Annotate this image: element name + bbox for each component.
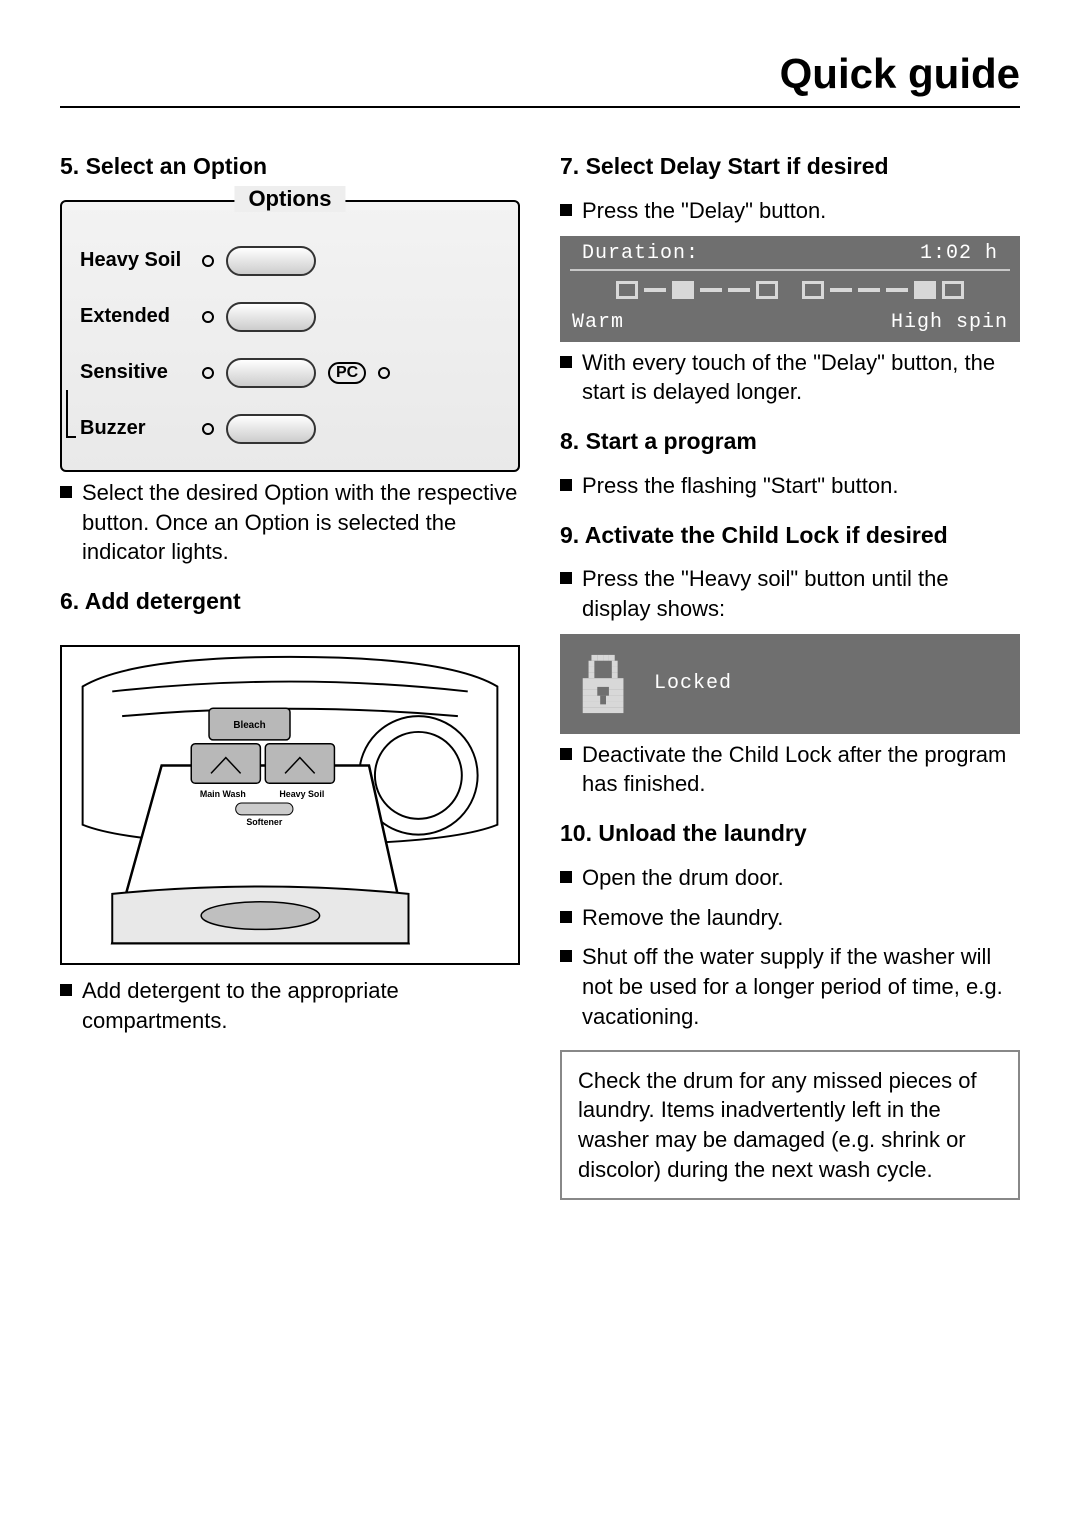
lcd-spin: High spin: [891, 311, 1008, 334]
bullet-icon: [60, 984, 72, 996]
bullet-icon: [560, 871, 572, 883]
step-7-heading: 7. Select Delay Start if desired: [560, 152, 1020, 182]
step-5-bullet: Select the desired Option with the respe…: [60, 478, 520, 567]
bullet-text: Remove the laundry.: [582, 903, 1020, 933]
option-sensitive: Sensitive PC: [80, 358, 500, 388]
lcd-locked-text: Locked: [654, 672, 732, 695]
lcd-top-row: Duration: 1:02 h: [570, 236, 1010, 271]
bullet-icon: [560, 204, 572, 216]
lcd-temp: Warm: [572, 311, 624, 334]
bullet-icon: [560, 356, 572, 368]
bullet-text: With every touch of the "Delay" button, …: [582, 348, 1020, 407]
lcd-segment: [700, 288, 722, 292]
bullet-icon: [560, 950, 572, 962]
bullet-text: Press the flashing "Start" button.: [582, 471, 1020, 501]
heavysoil-label: Heavy Soil: [279, 789, 324, 799]
step-6-bullet: Add detergent to the appropriate compart…: [60, 976, 520, 1035]
bullet-text: Shut off the water supply if the washer …: [582, 942, 1020, 1031]
bullet-text: Deactivate the Child Lock after the prog…: [582, 740, 1020, 799]
step-5-heading: 5. Select an Option: [60, 152, 520, 182]
led-icon: [202, 367, 214, 379]
lcd-progress-bars: [560, 271, 1020, 309]
option-button[interactable]: [226, 246, 316, 276]
step-10-bullet-1: Open the drum door.: [560, 863, 1020, 893]
step-10-bullet-2: Remove the laundry.: [560, 903, 1020, 933]
pc-badge: PC: [328, 362, 366, 384]
step-9-heading: 9. Activate the Child Lock if desired: [560, 521, 1020, 551]
bullet-icon: [560, 911, 572, 923]
lcd-duration-value: 1:02 h: [920, 242, 998, 265]
lcd-bottom-row: Warm High spin: [560, 309, 1020, 342]
bullet-text: Press the "Delay" button.: [582, 196, 1020, 226]
led-icon: [202, 423, 214, 435]
detergent-drawer-diagram: Bleach Main Wash Heavy Soil Softener: [60, 645, 520, 965]
page: Quick guide 5. Select an Option Options …: [0, 0, 1080, 1260]
lcd-segment: [644, 288, 666, 292]
mainwash-label: Main Wash: [200, 789, 246, 799]
lcd-segment: [830, 288, 852, 292]
lcd-segment: [914, 281, 936, 299]
options-legend: Options: [234, 186, 345, 212]
lcd-segment: [616, 281, 638, 299]
step-8-heading: 8. Start a program: [560, 427, 1020, 457]
bullet-icon: [60, 486, 72, 498]
page-title: Quick guide: [60, 50, 1020, 108]
option-heavy-soil: Heavy Soil: [80, 246, 500, 276]
option-label-buzzer: Buzzer: [80, 417, 190, 440]
lcd-segment: [784, 281, 796, 299]
left-column: 5. Select an Option Options Heavy Soil E…: [60, 132, 520, 1200]
option-label-extended: Extended: [80, 305, 190, 328]
lcd-segment: [942, 281, 964, 299]
delay-lcd-display: Duration: 1:02 h Warm High spin: [560, 236, 1020, 342]
bullet-icon: [560, 479, 572, 491]
step-9-bullet-2: Deactivate the Child Lock after the prog…: [560, 740, 1020, 799]
bullet-text: Select the desired Option with the respe…: [82, 478, 520, 567]
lcd-segment: [802, 281, 824, 299]
corner-line-icon: [66, 390, 76, 438]
bullet-icon: [560, 748, 572, 760]
step-6-heading: 6. Add detergent: [60, 587, 520, 617]
right-column: 7. Select Delay Start if desired Press t…: [560, 132, 1020, 1200]
lcd-segment: [886, 288, 908, 292]
softener-label: Softener: [246, 817, 283, 827]
bullet-text: Press the "Heavy soil" button until the …: [582, 564, 1020, 623]
option-label-heavy-soil: Heavy Soil: [80, 249, 190, 272]
step-9-bullet-1: Press the "Heavy soil" button until the …: [560, 564, 1020, 623]
lcd-segment: [858, 288, 880, 292]
options-panel: Options Heavy Soil Extended Sensitive PC: [60, 200, 520, 472]
content-columns: 5. Select an Option Options Heavy Soil E…: [60, 132, 1020, 1200]
option-button[interactable]: [226, 414, 316, 444]
option-buzzer: Buzzer: [80, 414, 500, 444]
bullet-text: Open the drum door.: [582, 863, 1020, 893]
drum-check-note: Check the drum for any missed pieces of …: [560, 1050, 1020, 1201]
option-button[interactable]: [226, 358, 316, 388]
bullet-icon: [560, 572, 572, 584]
step-7-bullet-1: Press the "Delay" button.: [560, 196, 1020, 226]
step-7-bullet-2: With every touch of the "Delay" button, …: [560, 348, 1020, 407]
bleach-label: Bleach: [233, 720, 265, 731]
lcd-segment: [672, 281, 694, 299]
led-icon: [378, 367, 390, 379]
step-10-heading: 10. Unload the laundry: [560, 819, 1020, 849]
lcd-duration-label: Duration:: [582, 242, 699, 265]
locked-lcd-display: Locked: [560, 634, 1020, 734]
lcd-segment: [728, 288, 750, 292]
bullet-text: Add detergent to the appropriate compart…: [82, 976, 520, 1035]
step-10-bullet-3: Shut off the water supply if the washer …: [560, 942, 1020, 1031]
led-icon: [202, 311, 214, 323]
led-icon: [202, 255, 214, 267]
option-extended: Extended: [80, 302, 500, 332]
step-8-bullet: Press the flashing "Start" button.: [560, 471, 1020, 501]
option-button[interactable]: [226, 302, 316, 332]
lock-icon: [576, 652, 636, 716]
option-label-sensitive: Sensitive: [80, 361, 190, 384]
lcd-segment: [756, 281, 778, 299]
